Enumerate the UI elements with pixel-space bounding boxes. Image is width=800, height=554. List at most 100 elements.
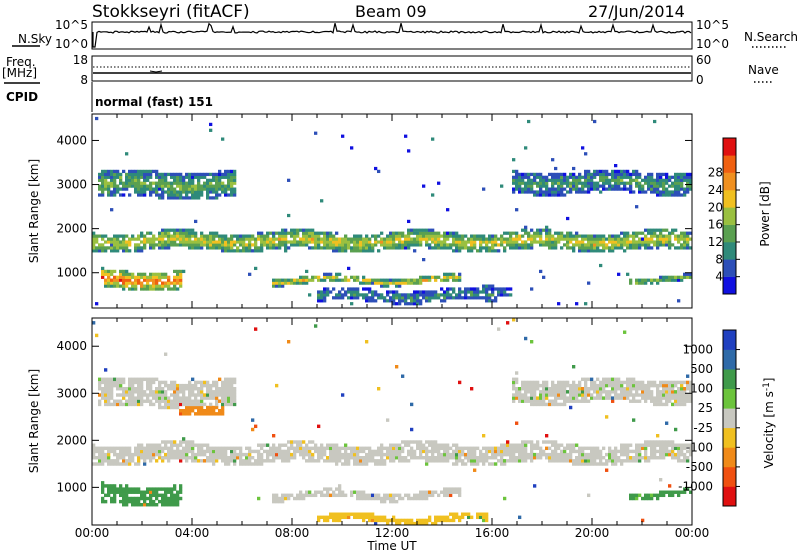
heatmap-cell — [554, 393, 558, 397]
heatmap-cell — [656, 387, 660, 391]
heatmap-cell — [368, 496, 372, 501]
heatmap-cell — [230, 390, 234, 394]
heatmap-cell — [179, 172, 183, 177]
heatmap-cell — [500, 237, 504, 241]
heatmap-cell — [224, 393, 228, 397]
heatmap-cell — [374, 462, 378, 466]
heatmap-cell — [683, 387, 687, 391]
heatmap-cell — [599, 387, 603, 391]
heatmap-cell — [686, 172, 690, 177]
heatmap-cell — [272, 496, 276, 501]
heatmap-cell — [107, 187, 111, 191]
heatmap-cell — [275, 456, 279, 460]
heatmap-cell — [365, 515, 369, 520]
heatmap-cell — [113, 246, 117, 250]
heatmap-cell — [257, 449, 261, 454]
heatmap-cell — [356, 278, 360, 282]
heatmap-cell — [620, 443, 624, 447]
heatmap-cell — [221, 243, 225, 247]
heatmap-cell — [554, 240, 558, 244]
heatmap-cell — [674, 187, 678, 191]
heatmap-cell — [461, 512, 465, 516]
heatmap-cell — [284, 243, 288, 247]
heatmap-cell — [662, 275, 666, 279]
heatmap-cell — [551, 452, 555, 457]
heatmap-cell — [680, 193, 684, 197]
heatmap-cell — [206, 240, 210, 244]
heatmap-cell — [230, 246, 234, 250]
heatmap-cell — [599, 459, 603, 463]
heatmap-cell — [362, 512, 366, 516]
heatmap-cell — [605, 452, 609, 457]
heatmap-cell — [662, 387, 666, 391]
heatmap-cell — [188, 184, 192, 188]
heatmap-cell — [134, 249, 138, 253]
heatmap-cell — [281, 237, 285, 241]
heatmap-cell — [152, 452, 156, 457]
heatmap-cell — [152, 240, 156, 244]
heatmap-cell — [671, 490, 675, 494]
heatmap-cell — [293, 496, 297, 501]
heatmap-cell — [590, 380, 594, 385]
heatmap-cell — [470, 237, 474, 241]
heatmap-cell — [614, 396, 618, 400]
heatmap-cell — [257, 459, 261, 463]
heatmap-cell — [299, 275, 303, 279]
heatmap-cell — [422, 228, 426, 232]
heatmap-cell — [128, 396, 132, 400]
heatmap-cell — [581, 456, 585, 460]
heatmap-cell — [344, 446, 348, 451]
heatmap-cell — [203, 443, 207, 447]
heatmap-cell — [428, 234, 432, 238]
heatmap-cell — [131, 281, 135, 285]
heatmap-cell — [395, 456, 399, 460]
heatmap-cell — [662, 181, 666, 185]
heatmap-cell — [167, 402, 171, 407]
heatmap-cell — [176, 387, 180, 391]
heatmap-cell — [602, 396, 606, 400]
heatmap-cell — [152, 487, 156, 491]
heatmap-cell — [203, 396, 207, 400]
heatmap-cell — [227, 181, 231, 185]
heatmap-cell — [200, 443, 204, 447]
heatmap-cell — [383, 515, 387, 520]
heatmap-cell — [194, 243, 198, 247]
heatmap-cell — [491, 449, 495, 454]
heatmap-cell — [653, 178, 657, 182]
heatmap-cell — [422, 456, 426, 460]
heatmap-cell — [359, 240, 363, 244]
heatmap-cell — [656, 434, 660, 438]
heatmap-cell — [548, 243, 552, 247]
heatmap-cell — [587, 240, 591, 244]
heatmap-cell — [119, 175, 123, 179]
heatmap-cell — [677, 443, 681, 447]
heatmap-cell — [626, 181, 630, 185]
heatmap-cell — [287, 459, 291, 463]
heatmap-cell — [566, 246, 570, 250]
heatmap-cell — [227, 172, 231, 177]
heatmap-cell — [137, 390, 141, 394]
heatmap-cell — [458, 487, 462, 491]
heatmap-cell — [185, 231, 189, 235]
heatmap-cell — [374, 515, 378, 520]
heatmap-cell — [440, 452, 444, 457]
heatmap-cell — [218, 377, 222, 382]
heatmap-cell — [176, 503, 180, 507]
heatmap-cell — [332, 240, 336, 244]
heatmap-cell — [146, 284, 150, 288]
heatmap-cell — [524, 225, 528, 229]
heatmap-cell — [227, 243, 231, 247]
heatmap-cell — [455, 512, 459, 516]
heatmap-cell — [389, 234, 393, 238]
heatmap-cell — [593, 243, 597, 247]
heatmap-cell — [581, 393, 585, 397]
heatmap-cell — [185, 452, 189, 457]
heatmap-cell — [599, 383, 603, 388]
heatmap-cell — [131, 390, 135, 394]
heatmap-cell — [428, 490, 432, 494]
heatmap-cell — [284, 246, 288, 250]
heatmap-cell — [227, 446, 231, 451]
heatmap-cell — [368, 512, 372, 516]
heatmap-cell — [116, 446, 120, 451]
heatmap-cell — [452, 231, 456, 235]
